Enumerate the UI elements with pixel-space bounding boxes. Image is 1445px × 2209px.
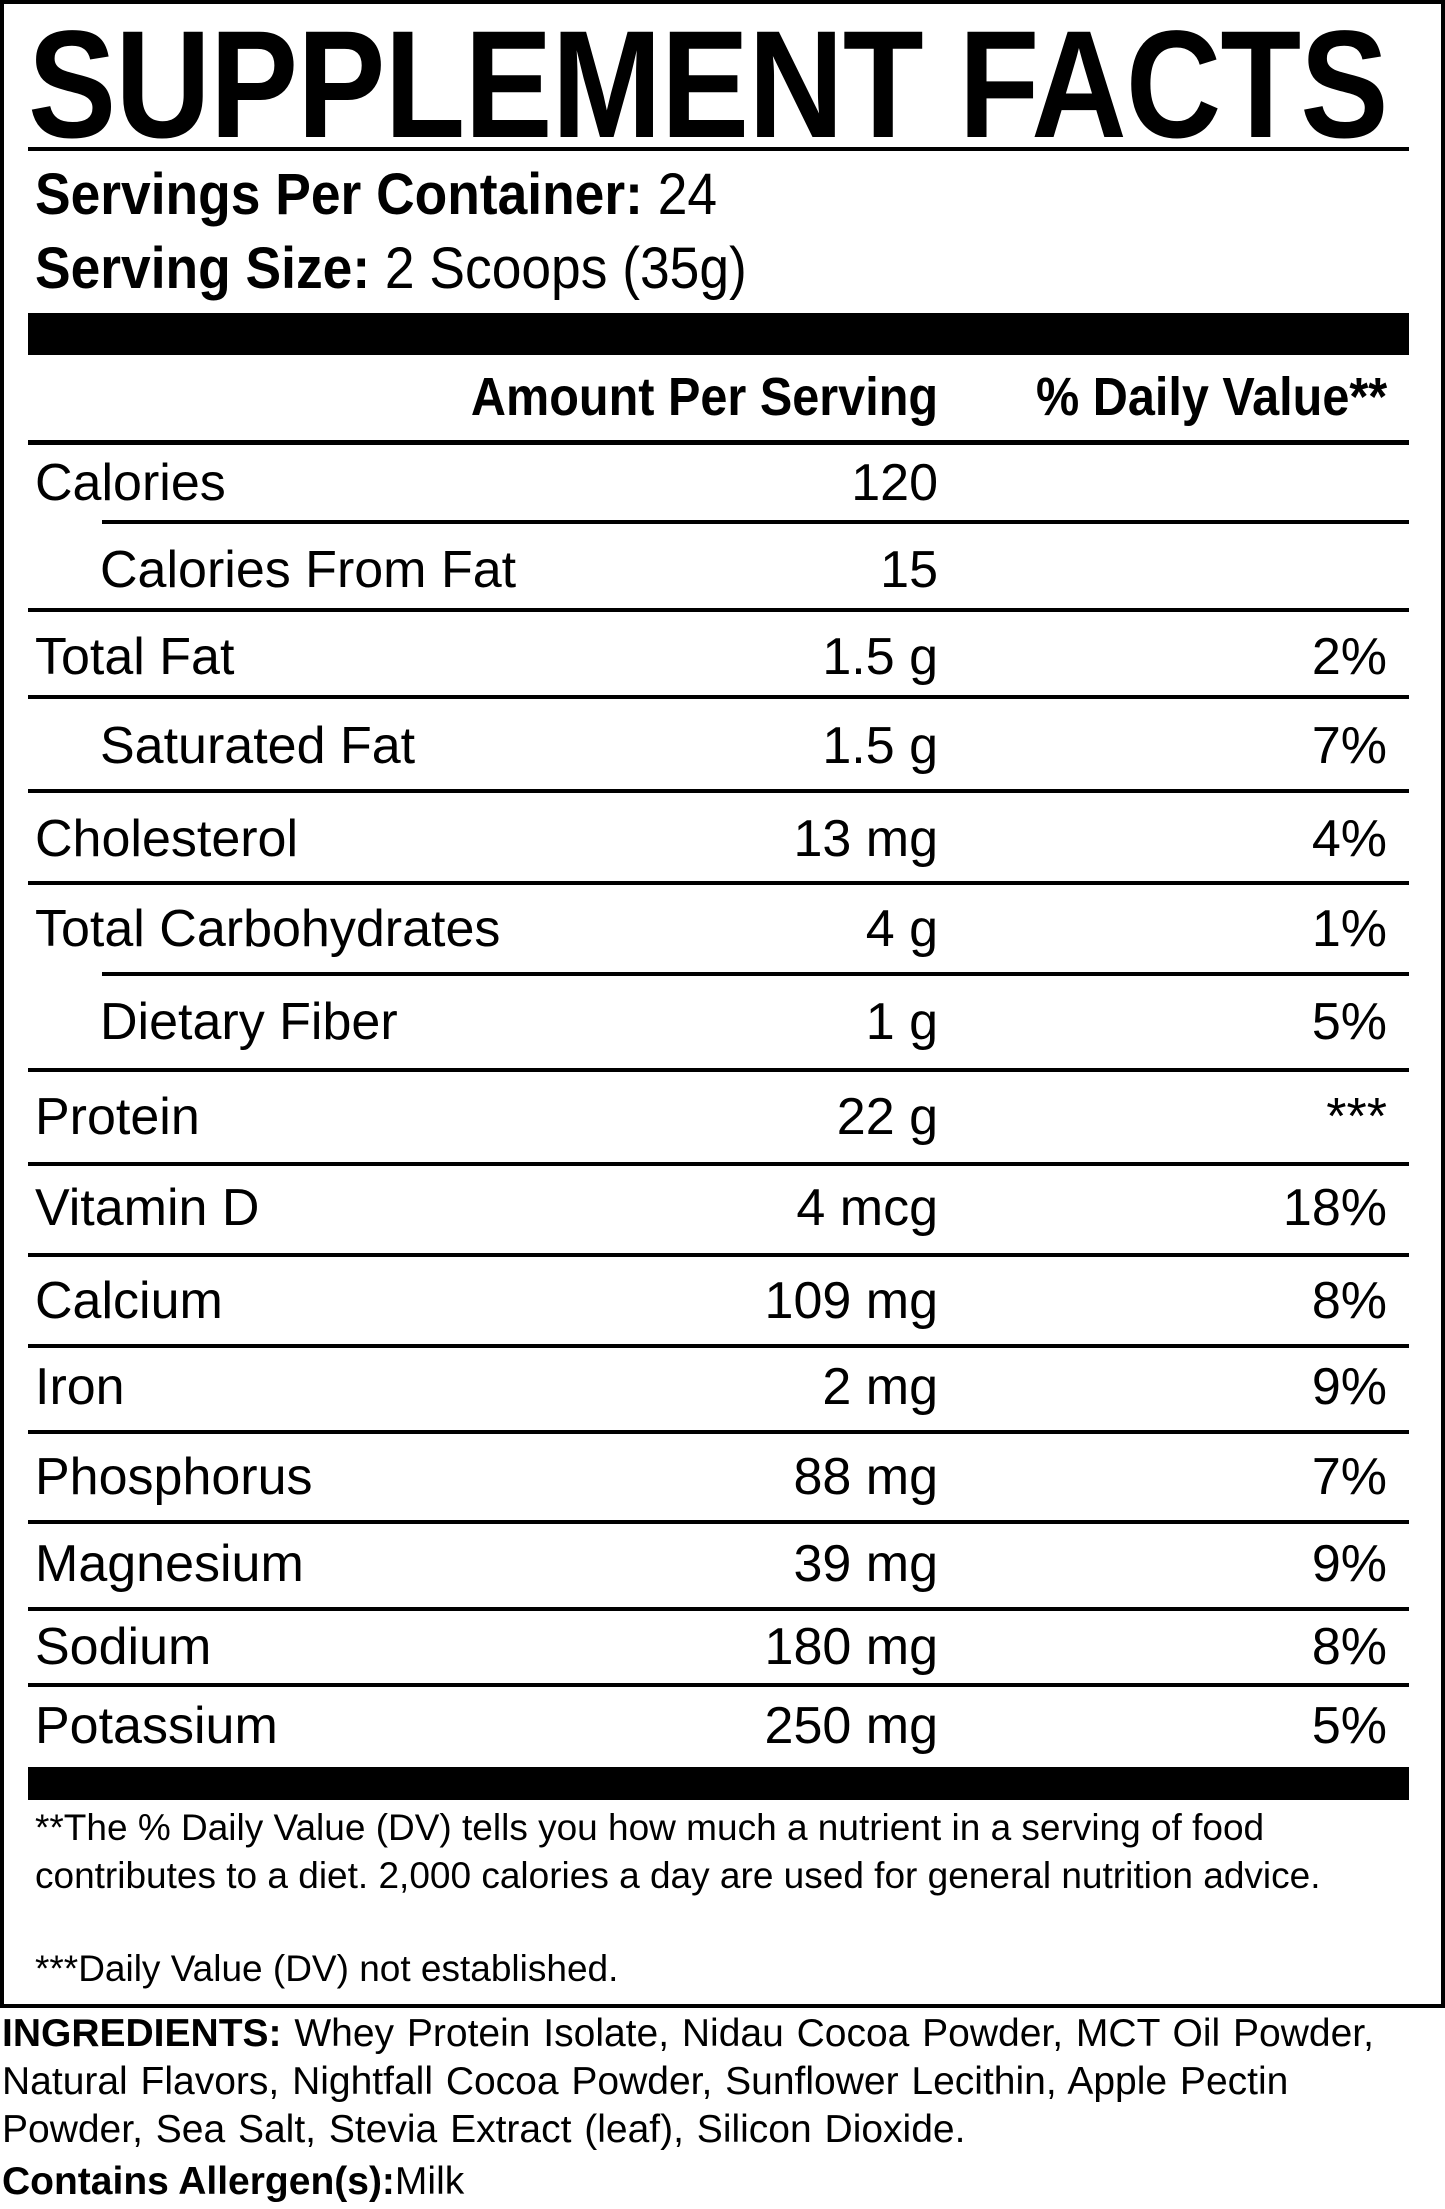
nutrient-row: Dietary Fiber 1 g 5% — [0, 992, 1445, 1052]
amount-per-serving-header: Amount Per Serving — [470, 367, 938, 427]
nutrient-amount: 1.5 g — [822, 628, 938, 686]
row-divider — [28, 1430, 1409, 1434]
nutrient-row: Phosphorus 88 mg 7% — [0, 1447, 1445, 1507]
nutrient-name: Total Fat — [35, 628, 235, 686]
ingredients-text: Whey Protein Isolate, Nidau Cocoa Powder… — [2, 2012, 1374, 2151]
nutrient-daily-value: 8% — [1311, 1618, 1387, 1676]
serving-size: Serving Size: 2 Scoops (35g) — [35, 240, 747, 298]
nutrient-amount: 39 mg — [793, 1535, 938, 1593]
allergens-label: Contains Allergen(s): — [2, 2160, 395, 2203]
nutrient-amount: 22 g — [836, 1088, 938, 1146]
row-divider — [28, 1683, 1409, 1687]
nutrient-amount: 180 mg — [764, 1618, 938, 1676]
nutrient-name: Magnesium — [35, 1535, 304, 1593]
nutrient-row: Calories From Fat 15 — [0, 540, 1445, 600]
servings-per-container: Servings Per Container: 24 — [35, 166, 717, 224]
nutrient-row: Iron 2 mg 9% — [0, 1357, 1445, 1417]
nutrient-daily-value: 18% — [1282, 1179, 1387, 1237]
nutrient-row: Protein 22 g *** — [0, 1087, 1445, 1147]
divider — [28, 147, 1409, 151]
row-divider — [28, 789, 1409, 793]
nutrient-amount: 109 mg — [764, 1272, 938, 1330]
nutrient-name: Saturated Fat — [100, 717, 416, 775]
row-divider — [28, 1344, 1409, 1348]
nutrient-name: Total Carbohydrates — [35, 900, 501, 958]
nutrient-daily-value: 1% — [1311, 900, 1387, 958]
panel-title: SUPPLEMENT FACTS — [28, 0, 1388, 170]
nutrient-name: Sodium — [35, 1618, 212, 1676]
allergens: Contains Allergen(s):Milk — [2, 2158, 464, 2206]
serving-size-value: 2 Scoops (35g) — [384, 236, 747, 301]
row-divider — [28, 1253, 1409, 1257]
nutrient-row: Calories 120 — [0, 453, 1445, 513]
nutrient-row: Calcium 109 mg 8% — [0, 1271, 1445, 1331]
supplement-facts-panel — [0, 0, 1445, 2008]
footnote-not-established: ***Daily Value (DV) not established. — [35, 1948, 619, 1989]
divider — [28, 440, 1409, 445]
footnote-daily-value: **The % Daily Value (DV) tells you how m… — [35, 1807, 1321, 1896]
nutrient-name: Vitamin D — [35, 1179, 260, 1237]
nutrient-amount: 120 — [851, 454, 938, 512]
nutrient-daily-value: 4% — [1311, 810, 1387, 868]
nutrient-row: Total Fat 1.5 g 2% — [0, 627, 1445, 687]
nutrient-name: Calcium — [35, 1272, 223, 1330]
servings-label: Servings Per Container: — [35, 162, 643, 227]
row-divider — [28, 1068, 1409, 1072]
ingredients-label: INGREDIENTS: — [2, 2012, 282, 2055]
nutrient-amount: 4 g — [865, 900, 938, 958]
allergens-value: Milk — [394, 2160, 465, 2203]
nutrient-daily-value: 5% — [1311, 993, 1387, 1051]
nutrient-amount: 4 mcg — [796, 1179, 938, 1237]
nutrient-daily-value: 9% — [1311, 1358, 1387, 1416]
row-divider — [28, 1520, 1409, 1524]
row-divider — [102, 972, 1409, 976]
nutrient-name: Calories — [35, 454, 226, 512]
nutrient-name: Dietary Fiber — [100, 993, 398, 1051]
nutrient-daily-value: 7% — [1311, 717, 1387, 775]
row-divider — [28, 1162, 1409, 1166]
nutrient-name: Calories From Fat — [100, 541, 517, 599]
nutrient-amount: 250 mg — [764, 1697, 938, 1755]
row-divider — [102, 520, 1409, 524]
nutrient-amount: 1 g — [865, 993, 938, 1051]
nutrient-daily-value: 7% — [1311, 1448, 1387, 1506]
nutrient-row: Magnesium 39 mg 9% — [0, 1534, 1445, 1594]
thick-bar — [28, 313, 1409, 355]
nutrient-daily-value: 9% — [1311, 1535, 1387, 1593]
nutrient-daily-value: 2% — [1311, 628, 1387, 686]
nutrient-amount: 2 mg — [822, 1358, 938, 1416]
thick-bar — [28, 1767, 1409, 1800]
row-divider — [28, 695, 1409, 699]
nutrient-row: Potassium 250 mg 5% — [0, 1696, 1445, 1756]
nutrient-row: Total Carbohydrates 4 g 1% — [0, 899, 1445, 959]
nutrient-row: Vitamin D 4 mcg 18% — [0, 1178, 1445, 1238]
nutrient-name: Potassium — [35, 1697, 278, 1755]
nutrient-row: Cholesterol 13 mg 4% — [0, 809, 1445, 869]
nutrient-amount: 1.5 g — [822, 717, 938, 775]
serving-size-label: Serving Size: — [35, 236, 371, 301]
nutrient-amount: 15 — [880, 541, 938, 599]
nutrient-name: Protein — [35, 1088, 200, 1146]
row-divider — [28, 1607, 1409, 1611]
ingredients: INGREDIENTS: Whey Protein Isolate, Nidau… — [2, 2010, 1442, 2154]
nutrient-daily-value: 8% — [1311, 1272, 1387, 1330]
servings-value: 24 — [657, 162, 718, 227]
nutrient-name: Phosphorus — [35, 1448, 313, 1506]
nutrient-amount: 88 mg — [793, 1448, 938, 1506]
row-divider — [28, 608, 1409, 612]
daily-value-header: % Daily Value** — [1035, 367, 1387, 427]
nutrient-name: Cholesterol — [35, 810, 299, 868]
nutrient-row: Sodium 180 mg 8% — [0, 1617, 1445, 1677]
nutrient-row: Saturated Fat 1.5 g 7% — [0, 716, 1445, 776]
nutrient-daily-value: *** — [1326, 1088, 1387, 1146]
nutrient-name: Iron — [35, 1358, 125, 1416]
nutrient-daily-value: 5% — [1311, 1697, 1387, 1755]
row-divider — [28, 881, 1409, 885]
nutrient-amount: 13 mg — [793, 810, 938, 868]
